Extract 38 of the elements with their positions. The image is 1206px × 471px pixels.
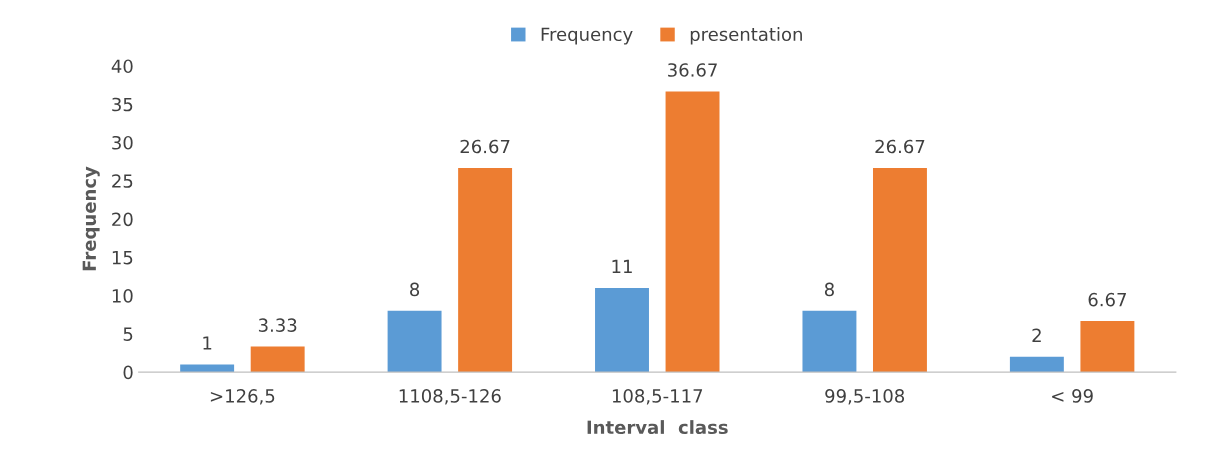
data-label: 8 — [824, 282, 834, 297]
y-tick-label: 5 — [123, 327, 133, 341]
data-label: 8 — [410, 282, 420, 297]
y-tick-label: 30 — [112, 135, 133, 150]
data-label: 36.67 — [668, 63, 717, 77]
bar — [387, 310, 442, 373]
data-label: 11 — [612, 259, 632, 274]
y-axis-title: Frequency — [82, 166, 100, 271]
data-label: 1 — [203, 336, 212, 350]
bar — [595, 287, 649, 373]
bar — [180, 364, 235, 373]
x-tick-label: 99,5-108 — [825, 389, 905, 405]
y-tick-label: 0 — [123, 365, 133, 380]
data-label: 6.67 — [1088, 292, 1126, 307]
data-label: 26.67 — [875, 139, 925, 154]
y-tick-label: 15 — [112, 250, 133, 265]
x-tick-label: 108,5-117 — [612, 389, 703, 405]
x-tick-label: < 99 — [1052, 389, 1093, 403]
x-tick-label: >126,5 — [210, 389, 275, 405]
bar — [458, 167, 513, 373]
data-label: 3.33 — [258, 318, 297, 332]
data-label: 26.67 — [460, 139, 510, 154]
y-tick-label: 10 — [112, 289, 133, 303]
bar — [665, 91, 720, 373]
x-tick-label: 1108,5-126 — [399, 389, 501, 405]
bar — [1080, 321, 1135, 373]
legend-label: presentation — [690, 27, 802, 45]
bar — [873, 167, 927, 373]
data-label: 2 — [1032, 328, 1041, 342]
y-tick-label: 35 — [112, 97, 133, 112]
bar — [250, 346, 305, 373]
y-tick-label: 20 — [112, 212, 133, 227]
bar — [1009, 356, 1064, 373]
legend-label: Frequency — [541, 27, 633, 45]
y-tick-label: 25 — [112, 174, 133, 188]
bar — [802, 310, 857, 373]
x-axis-title: Interval class — [587, 420, 728, 435]
y-tick-label: 40 — [111, 59, 133, 74]
